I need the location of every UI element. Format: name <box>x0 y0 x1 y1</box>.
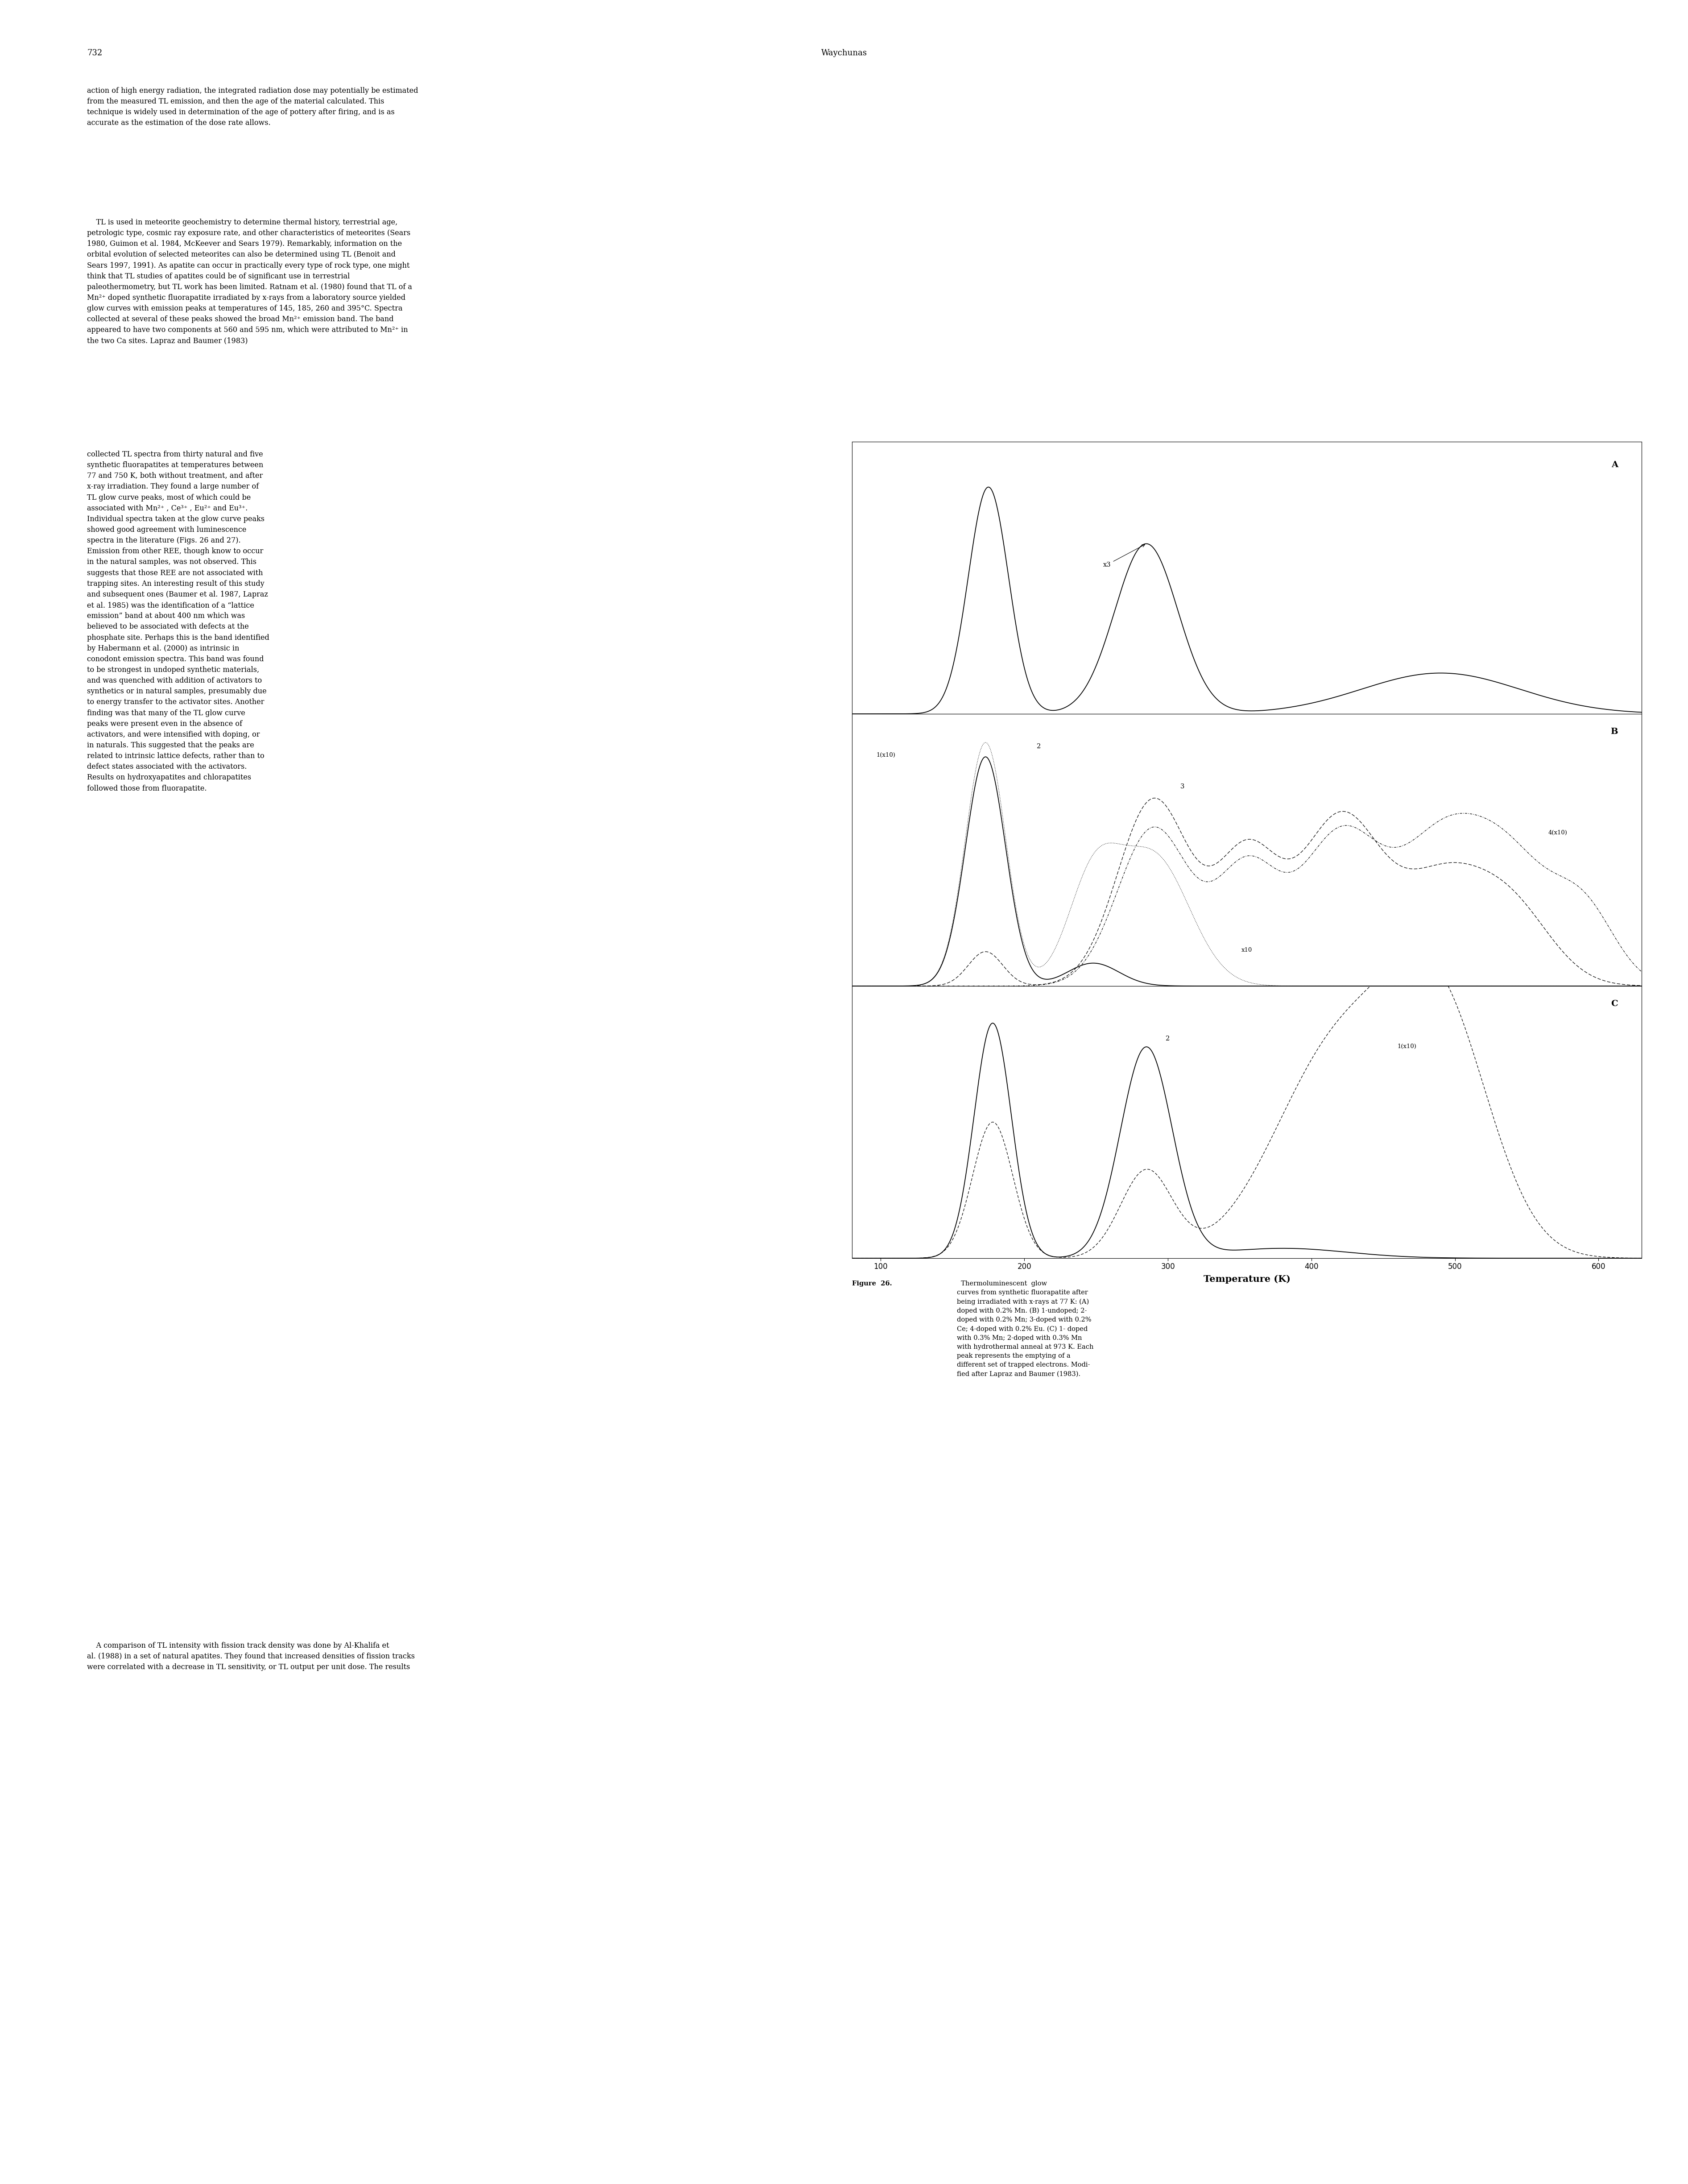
Text: 2: 2 <box>1166 1035 1170 1042</box>
Text: Waychunas: Waychunas <box>820 48 868 57</box>
Text: 2: 2 <box>1036 743 1041 749</box>
Text: Thermoluminescent  glow
curves from synthetic fluorapatite after
being irradiate: Thermoluminescent glow curves from synth… <box>957 1280 1094 1378</box>
Text: collected TL spectra from thirty natural and five
synthetic fluorapatites at tem: collected TL spectra from thirty natural… <box>88 450 270 793</box>
Text: A: A <box>1610 461 1617 470</box>
Text: 3: 3 <box>1180 784 1185 791</box>
Text: 732: 732 <box>88 48 103 57</box>
Text: 1(x10): 1(x10) <box>1398 1044 1416 1048</box>
Text: x10: x10 <box>1241 948 1252 952</box>
Text: B: B <box>1610 727 1617 736</box>
Text: A comparison of TL intensity with fission track density was done by Al-Khalifa e: A comparison of TL intensity with fissio… <box>88 1642 415 1671</box>
Text: 4(x10): 4(x10) <box>1548 830 1568 836</box>
X-axis label: Temperature (K): Temperature (K) <box>1204 1275 1290 1284</box>
Text: Figure  26.: Figure 26. <box>852 1280 891 1286</box>
Text: TL is used in meteorite geochemistry to determine thermal history, terrestrial a: TL is used in meteorite geochemistry to … <box>88 218 412 345</box>
Text: x3: x3 <box>1104 544 1144 568</box>
Text: action of high energy radiation, the integrated radiation dose may potentially b: action of high energy radiation, the int… <box>88 87 419 127</box>
Text: 1(x10): 1(x10) <box>876 751 896 758</box>
Text: C: C <box>1610 1000 1617 1007</box>
